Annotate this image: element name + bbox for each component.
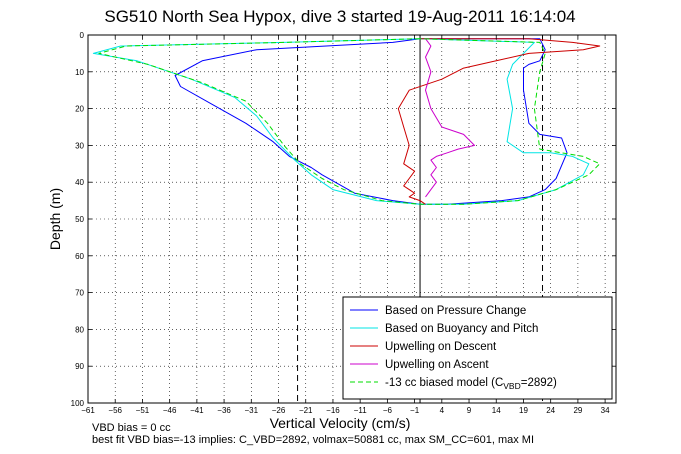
series-line-1 [174,38,568,205]
legend-entry-descent: Upwelling on Descent [385,341,497,353]
series-layer [92,38,601,205]
y-tick-label: 90 [75,362,84,371]
vbd-bias-note: VBD bias = 0 cc [92,422,171,434]
legend-entry-buoyancy: Based on Buoyancy and Pitch [385,323,538,335]
legend-entry-model-main: -13 cc biased model (C [385,377,503,389]
grid [88,35,616,403]
x-tick-label: −16 [326,406,340,415]
legend-box [342,296,613,400]
y-tick-label: 10 [75,68,84,77]
x-tick-label: −11 [354,406,368,415]
legend: Based on Pressure Change Based on Buoyan… [342,296,613,400]
y-tick-label: 30 [75,141,84,150]
x-tick-label: −46 [163,406,177,415]
x-tick-label: 19 [519,406,528,415]
x-tick-label: −21 [299,406,313,415]
x-tick-label: −56 [108,406,122,415]
x-tick-label: −1 [410,406,420,415]
y-axis-label: Depth (m) [47,188,63,250]
legend-entry-ascent: Upwelling on Ascent [385,359,489,371]
y-tick-label: 0 [80,31,85,40]
x-tick-label: −41 [190,406,204,415]
series-line-5 [98,38,601,205]
x-tick-label: −6 [383,406,393,415]
series-line-3 [397,38,601,205]
y-tick-label: 80 [75,325,84,334]
y-tick-label: 20 [75,105,84,114]
x-tick-label: −31 [245,406,259,415]
x-tick-label: −51 [136,406,150,415]
legend-entry-model: -13 cc biased model (CVBD=2892) [385,377,557,391]
y-tick-label: 60 [75,252,84,261]
x-axis-label: Vertical Velocity (cm/s) [270,415,411,431]
y-ticks: 0 10 20 30 40 50 60 70 80 90 100 [71,31,616,408]
legend-entry-pressure: Based on Pressure Change [385,305,526,317]
y-tick-label: 40 [75,178,84,187]
x-ticks: −61 −56 −51 −46 −41 −36 −31 −26 −21 −16 −11 −6 −1 4 9 1… [81,35,610,415]
legend-entry-model-subscript: VBD [503,381,520,391]
y-tick-label: 100 [71,399,85,408]
best-fit-note: best fit VBD bias=-13 implies: C_VBD=289… [92,434,534,446]
x-tick-label: 34 [601,406,610,415]
x-tick-label: 24 [546,406,555,415]
x-tick-label: −36 [217,406,231,415]
x-tick-label: 29 [573,406,582,415]
x-tick-label: 9 [467,406,472,415]
y-tick-label: 50 [75,215,84,224]
x-tick-label: 4 [440,406,445,415]
x-tick-label: 14 [492,406,501,415]
x-tick-label: −26 [272,406,286,415]
series-line-4 [425,38,475,198]
legend-entry-model-tail: =2892) [521,377,557,389]
x-tick-label: −61 [81,406,95,415]
chart-title: SG510 North Sea Hypox, dive 3 started 19… [104,7,575,26]
y-tick-label: 70 [75,289,84,298]
